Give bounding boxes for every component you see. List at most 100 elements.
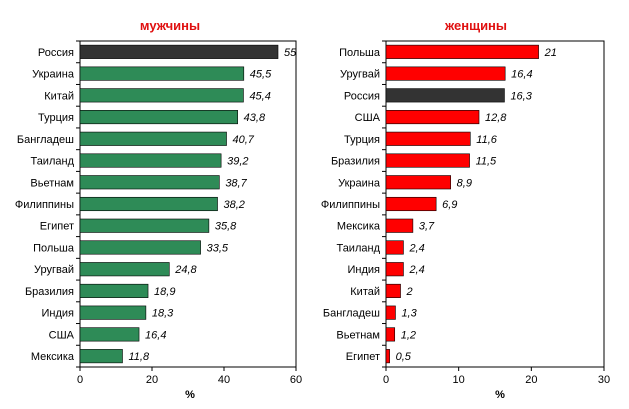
- men-value-label-7: 38,2: [224, 199, 245, 211]
- women-category-label-14: Египет: [346, 351, 380, 363]
- men-bar-2: [79, 88, 244, 103]
- women-bar-6: [385, 175, 451, 190]
- men-category-label-6: Вьетнам: [30, 177, 74, 189]
- women-value-label-10: 2,4: [408, 264, 424, 276]
- men-category-label-12: Индия: [41, 308, 74, 320]
- men-category-label-14: Мексика: [31, 351, 75, 363]
- men-bar-5: [79, 153, 222, 168]
- women-value-label-8: 3,7: [419, 221, 435, 233]
- women-category-label-4: Турция: [344, 134, 380, 146]
- men-category-label-4: Бангладеш: [17, 134, 74, 146]
- men-axis-unit-label: %: [185, 389, 195, 401]
- women-bar-12: [385, 305, 396, 320]
- men-value-label-5: 39,2: [227, 156, 248, 168]
- women-category-label-12: Бангладеш: [323, 308, 380, 320]
- women-bar-14: [385, 349, 390, 364]
- men-value-label-2: 45,4: [249, 90, 270, 102]
- men-xtick-label-3: 60: [290, 374, 302, 386]
- women-value-label-1: 16,4: [511, 69, 532, 81]
- women-category-label-8: Мексика: [337, 221, 381, 233]
- men-value-label-8: 35,8: [215, 221, 237, 233]
- women-value-label-14: 0,5: [396, 351, 412, 363]
- women-value-label-7: 6,9: [442, 199, 457, 211]
- men-xtick-label-2: 40: [218, 374, 230, 386]
- women-bar-8: [385, 218, 414, 233]
- women-value-label-13: 1,2: [401, 329, 416, 341]
- men-value-label-4: 40,7: [233, 134, 255, 146]
- women-category-label-1: Уругвай: [340, 69, 380, 81]
- women-category-label-6: Украина: [338, 177, 381, 189]
- women-bar-7: [385, 196, 437, 212]
- women-bar-0: [385, 44, 539, 59]
- men-category-label-13: США: [49, 329, 75, 341]
- men-xtick-label-0: 0: [77, 374, 83, 386]
- women-xtick-label-2: 20: [525, 374, 537, 386]
- women-category-label-3: США: [355, 112, 381, 124]
- women-category-label-10: Индия: [347, 264, 380, 276]
- men-bar-10: [79, 262, 170, 277]
- men-xtick-label-1: 20: [146, 374, 158, 386]
- women-bar-13: [385, 327, 396, 342]
- women-bar-9: [385, 240, 404, 255]
- men-category-label-9: Польша: [33, 242, 75, 254]
- women-xtick-label-0: 0: [383, 374, 389, 386]
- women-value-label-3: 12,8: [485, 112, 507, 124]
- men-bar-3: [79, 110, 238, 125]
- men-bar-13: [79, 327, 140, 342]
- men-value-label-14: 11,8: [128, 351, 149, 363]
- men-bar-0: [79, 44, 279, 59]
- men-bar-11: [79, 283, 149, 298]
- men-category-label-3: Турция: [38, 112, 74, 124]
- women-bar-2: [385, 88, 505, 103]
- men-bar-1: [79, 66, 245, 81]
- men-bar-7: [79, 196, 218, 212]
- men-category-label-5: Таиланд: [30, 156, 74, 168]
- women-chart-title: женщины: [444, 18, 507, 33]
- women-category-label-5: Бразилия: [331, 156, 380, 168]
- men-value-label-3: 43,8: [244, 112, 266, 124]
- women-value-label-11: 2: [406, 286, 413, 298]
- women-value-label-0: 21: [544, 47, 557, 59]
- men-value-label-9: 33,5: [207, 242, 229, 254]
- men-category-label-0: Россия: [38, 47, 74, 59]
- men-value-label-10: 24,8: [174, 264, 197, 276]
- women-value-label-5: 11,5: [476, 156, 497, 168]
- men-value-label-1: 45,5: [250, 69, 272, 81]
- men-value-label-12: 18,3: [152, 308, 174, 320]
- women-axis-unit-label: %: [495, 389, 505, 401]
- men-category-label-11: Бразилия: [25, 286, 74, 298]
- men-category-label-8: Египет: [40, 221, 74, 233]
- women-category-label-0: Польша: [339, 47, 381, 59]
- men-category-label-2: Китай: [44, 90, 74, 102]
- women-bar-3: [385, 110, 480, 125]
- women-bar-10: [385, 262, 404, 277]
- men-bar-4: [79, 131, 227, 146]
- women-value-label-4: 11,6: [476, 134, 497, 146]
- women-bar-11: [385, 283, 401, 298]
- men-chart-title: мужчины: [140, 18, 200, 33]
- men-value-label-0: 55: [284, 47, 297, 59]
- men-value-label-11: 18,9: [154, 286, 175, 298]
- women-value-label-9: 2,4: [408, 242, 424, 254]
- women-xtick-label-3: 30: [598, 374, 610, 386]
- women-value-label-6: 8,9: [457, 177, 472, 189]
- women-category-label-13: Вьетнам: [336, 329, 380, 341]
- men-category-label-7: Филиппины: [15, 199, 74, 211]
- women-xtick-label-1: 10: [453, 374, 465, 386]
- women-category-label-2: Россия: [344, 90, 380, 102]
- women-bar-4: [385, 131, 471, 146]
- women-category-label-11: Китай: [350, 286, 380, 298]
- men-value-label-13: 16,4: [145, 329, 166, 341]
- women-value-label-12: 1,3: [401, 308, 417, 320]
- women-bar-5: [385, 153, 470, 168]
- men-bar-6: [79, 175, 220, 190]
- men-bar-14: [79, 349, 123, 364]
- men-category-label-10: Уругвай: [34, 264, 74, 276]
- men-bar-8: [79, 218, 210, 233]
- women-category-label-9: Таиланд: [336, 242, 380, 254]
- men-value-label-6: 38,7: [225, 177, 247, 189]
- women-value-label-2: 16,3: [510, 90, 532, 102]
- women-category-label-7: Филиппины: [321, 199, 380, 211]
